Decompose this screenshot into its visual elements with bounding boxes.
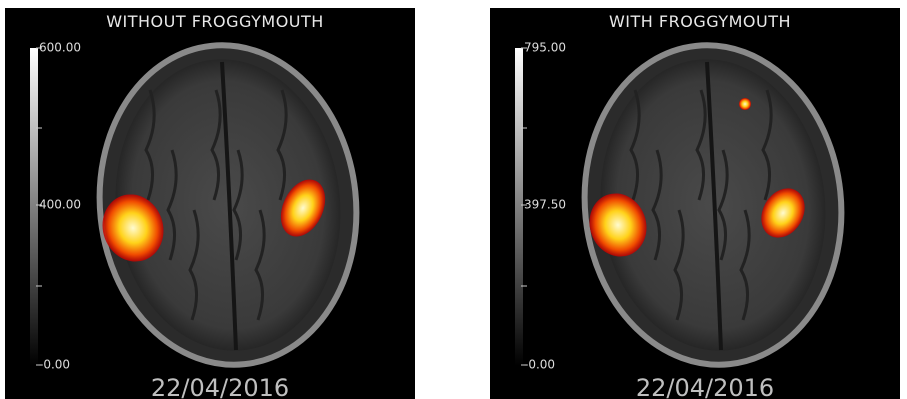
colorbar-label: 795.00 <box>524 41 566 55</box>
colorbar <box>515 48 523 366</box>
colorbar <box>30 48 38 366</box>
date-label: 22/04/2016 <box>151 374 289 399</box>
image-panel: 600.00 400.00 -0.00 WITHOUT FROGGYMOUTH 22/0… <box>5 8 415 399</box>
image-panel: 795.00 397.50 -0.00 WITH FROGGYMOUTH 22/04/2… <box>490 8 900 399</box>
colorbar-label: -0.00 <box>39 358 70 372</box>
activation <box>739 98 751 110</box>
panel-title: WITHOUT FROGGYMOUTH <box>106 12 324 31</box>
panel-title: WITH FROGGYMOUTH <box>609 12 791 31</box>
date-label: 22/04/2016 <box>636 374 774 399</box>
screenshot: 600.00 400.00 -0.00 WITHOUT FROGGYMOUTH 22/0… <box>0 0 907 399</box>
colorbar-label: 600.00 <box>39 41 81 55</box>
colorbar-label: 400.00 <box>39 198 81 212</box>
colorbar-label: -0.00 <box>524 358 555 372</box>
colorbar-label: 397.50 <box>524 198 566 212</box>
